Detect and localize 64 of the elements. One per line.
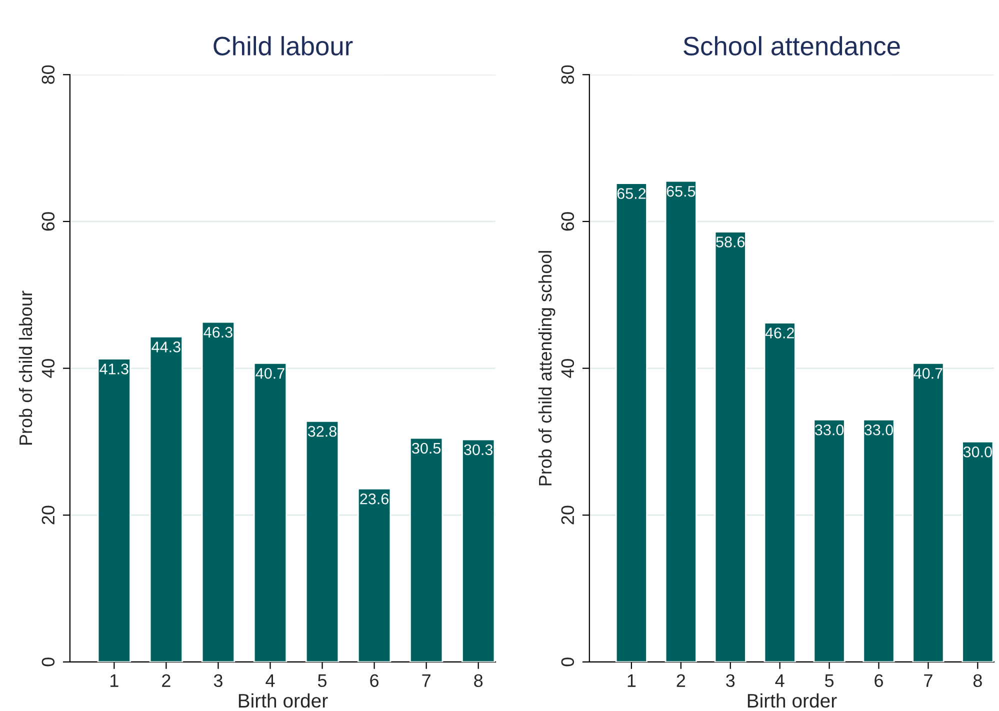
x-tick-label: 2	[676, 674, 686, 687]
x-tick-label: 1	[110, 674, 118, 687]
x-tick-label: 7	[422, 674, 430, 687]
y-tick-label: 40	[42, 358, 55, 378]
x-tick-label: 1	[628, 674, 636, 687]
bar	[357, 488, 392, 662]
y-axis-title: Prob of child attending school	[538, 251, 556, 486]
y-tick-label: 80	[561, 65, 574, 84]
data-label: 46.2	[765, 328, 794, 338]
bar	[862, 418, 895, 662]
bar	[305, 420, 340, 662]
data-label: 65.5	[666, 186, 696, 197]
y-tick-label: 20	[561, 506, 574, 524]
data-label: 23.6	[360, 494, 388, 504]
data-label: 46.3	[204, 326, 232, 338]
data-label: 30.5	[412, 442, 441, 454]
chart-title: School attendance	[684, 36, 900, 56]
bar	[97, 358, 131, 662]
x-tick-label: 3	[214, 674, 222, 688]
bar	[912, 362, 944, 662]
x-tick-label: 7	[924, 674, 932, 687]
y-tick-label: 0	[561, 658, 574, 666]
x-tick-label: 3	[726, 674, 735, 688]
y-tick-label: 40	[561, 358, 574, 378]
bar	[462, 438, 496, 662]
y-tick-label: 80	[42, 65, 55, 84]
x-tick-label: 8	[474, 674, 483, 688]
data-label: 33.0	[815, 424, 844, 436]
y-tick-label: 60	[42, 212, 55, 231]
data-label: 44.3	[152, 342, 180, 352]
x-tick-label: 4	[775, 674, 784, 687]
y-tick-label: 0	[42, 658, 55, 666]
x-tick-label: 4	[266, 674, 275, 687]
x-axis-title: Birth order	[748, 693, 837, 708]
data-label: 32.8	[308, 426, 336, 437]
bar	[253, 362, 288, 662]
bar	[714, 231, 746, 662]
bar	[149, 336, 183, 662]
x-tick-label: 6	[874, 674, 883, 688]
data-label: 30.0	[963, 446, 992, 458]
bar	[764, 322, 796, 662]
data-label: 41.3	[100, 364, 128, 374]
bar	[813, 418, 846, 662]
x-tick-label: 6	[370, 674, 379, 688]
bar	[409, 437, 444, 662]
y-tick-label: 20	[42, 506, 55, 524]
data-label: 30.3	[464, 444, 493, 456]
bar	[962, 441, 994, 662]
x-tick-label: 8	[973, 674, 982, 688]
data-label: 33.0	[864, 424, 894, 436]
y-tick-label: 60	[561, 212, 574, 231]
data-label: 40.7	[256, 368, 284, 379]
bar	[615, 182, 648, 662]
data-label: 58.6	[716, 236, 745, 248]
bar	[201, 321, 236, 662]
x-tick-label: 5	[825, 674, 834, 688]
y-axis-title: Prob of child labour	[18, 290, 32, 445]
bar	[664, 180, 697, 662]
x-tick-label: 2	[162, 674, 170, 687]
x-tick-label: 5	[318, 674, 327, 688]
chart-title: Child labour	[214, 36, 353, 56]
x-axis-title: Birth order	[238, 693, 328, 708]
data-label: 65.2	[617, 188, 646, 199]
data-label: 40.7	[914, 368, 942, 379]
